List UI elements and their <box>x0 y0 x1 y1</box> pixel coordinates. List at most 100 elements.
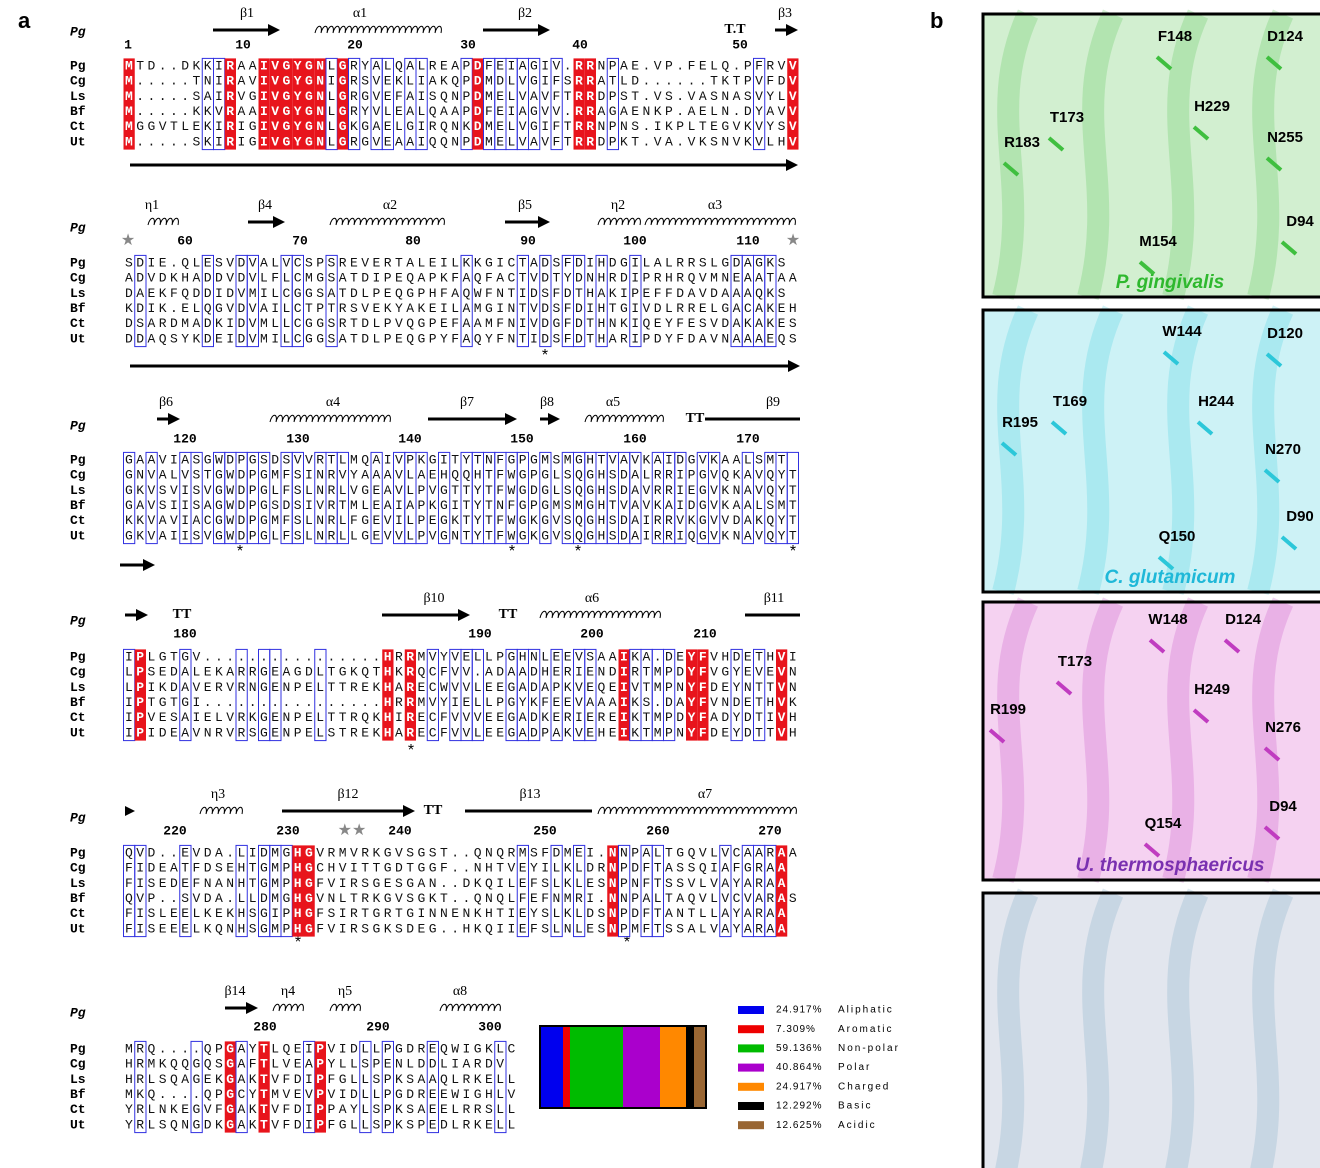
residue-label: T169 <box>1053 393 1087 410</box>
sequence: FIDEATFDSEHTGMPHGCHVITTGDTGGF..NHTVEYILK… <box>125 861 789 876</box>
residue-label: D124 <box>1267 28 1304 45</box>
legend-percent: 59.136% <box>776 1043 822 1054</box>
legend-name: Aliphatic <box>838 1005 894 1016</box>
arrow-head <box>538 24 550 36</box>
residue-label: R183 <box>1004 134 1040 151</box>
site-mark: ★★ <box>338 822 367 839</box>
arrow-head <box>786 24 798 36</box>
site-mark: * <box>509 543 515 560</box>
sequence: GAAVIASGWDPGSDSVVRTLMQAIVPKGITYTNFGPGMSM… <box>125 452 789 467</box>
ruler-number: 40 <box>572 37 588 52</box>
helix-coil <box>598 807 796 814</box>
species-name: C. glutamicum <box>1105 567 1236 588</box>
ruler-number: 80 <box>405 233 421 248</box>
sequence: GKVSVISVGWDPGLFSLNRLVGEAVLPVGTTYTFWGDGLS… <box>125 483 800 498</box>
structure-label: β12 <box>337 787 358 802</box>
species-code: Cg <box>70 74 86 89</box>
structure-label: η4 <box>281 984 295 999</box>
ruler-number: 120 <box>173 431 197 446</box>
species-code: Cg <box>70 1057 86 1072</box>
site-mark: ★ <box>786 232 800 249</box>
sequence: FISLEELKEKHSGIPHGFSIRTGRTGINNENKHTIEYSLK… <box>125 906 789 921</box>
species-code: Cg <box>70 665 86 680</box>
structure-label: α8 <box>453 984 467 999</box>
arrow-head <box>125 806 135 816</box>
ruler-number: 160 <box>623 431 647 446</box>
ruler-number: 210 <box>693 626 717 641</box>
structure-label: β5 <box>518 198 532 213</box>
species-code: Pg <box>70 845 86 860</box>
sequence: KDIK.ELQGVDVAILCTPTRSVEKYAKEILAMGINTVDSF… <box>125 301 800 316</box>
species-code: Pg <box>70 452 86 467</box>
legend-swatch <box>738 1121 764 1129</box>
species-name: U. thermosphaericus <box>1076 855 1265 876</box>
sequence: DSARDMADKIDVMLLCGGSRTDLPVQGPEFAAMFNIVDGF… <box>125 316 800 331</box>
ruler-number: 70 <box>292 233 308 248</box>
species-code: Ls <box>70 286 86 301</box>
species-code: Ct <box>70 513 86 528</box>
species-code: Ls <box>70 483 86 498</box>
ruler-number: 110 <box>736 233 760 248</box>
species-code: Ut <box>70 725 86 740</box>
residue-label: H244 <box>1198 393 1235 410</box>
structure-label: η3 <box>211 787 225 802</box>
composition-segment <box>540 1026 563 1108</box>
residue-label: F148 <box>1158 28 1192 45</box>
arrow-head <box>458 609 470 621</box>
structure-label: β7 <box>460 395 474 410</box>
arrow-head <box>788 360 800 372</box>
structure-label: α2 <box>383 198 397 213</box>
structure-label: TT <box>424 803 443 818</box>
structure-label: TT <box>499 607 518 622</box>
structure-label: β4 <box>258 198 272 213</box>
structure-label: β1 <box>240 6 254 21</box>
helix-coil <box>585 415 663 422</box>
structure-label: α5 <box>606 395 620 410</box>
ruler-number: 260 <box>646 823 670 838</box>
species-code: Ls <box>70 1072 86 1087</box>
species-code: Bf <box>70 301 86 316</box>
legend-percent: 12.292% <box>776 1101 822 1112</box>
residue-label: H249 <box>1194 681 1230 698</box>
residue-label: D94 <box>1269 798 1297 815</box>
residue-label: D90 <box>1286 508 1314 525</box>
block-header: Pg <box>70 418 86 433</box>
ruler-number: 240 <box>388 823 412 838</box>
arrow-head <box>143 559 155 571</box>
structure-label: TT <box>686 411 705 426</box>
arrow-head <box>246 1002 258 1014</box>
helix-coil <box>200 807 242 814</box>
block-header: Pg <box>70 220 86 235</box>
legend-percent: 24.917% <box>776 1081 822 1092</box>
helix-coil <box>330 1004 360 1011</box>
helix-coil <box>273 1004 303 1011</box>
helix-coil <box>270 415 390 422</box>
composition-segment <box>570 1026 623 1108</box>
legend-swatch <box>738 1006 764 1014</box>
site-mark: * <box>790 543 796 560</box>
residue-label: D94 <box>1286 213 1314 230</box>
species-code: Bf <box>70 498 86 513</box>
species-code: Ls <box>70 680 86 695</box>
arrow-head <box>505 413 517 425</box>
species-code: Bf <box>70 695 86 710</box>
structure-label: η5 <box>338 984 352 999</box>
helix-coil <box>645 218 795 225</box>
site-mark: ★ <box>121 232 135 249</box>
helix-coil <box>148 218 178 225</box>
site-mark: * <box>408 742 414 759</box>
block-header: Pg <box>70 810 86 825</box>
block-header: Pg <box>70 1005 86 1020</box>
residue-label: Q154 <box>1145 815 1182 832</box>
structure-label: β10 <box>423 591 444 606</box>
arrow-head <box>538 216 550 228</box>
species-code: Bf <box>70 104 86 119</box>
sequence: ADVDKHADDVDVLFLCMGSATDIPEQAPKFAQFACTVDTY… <box>125 271 800 286</box>
ruler-number: 190 <box>468 626 492 641</box>
structure-label: β2 <box>518 6 532 21</box>
arrow-head <box>273 216 285 228</box>
structure-label: α7 <box>698 787 712 802</box>
ruler-number: 1 <box>124 37 132 52</box>
ruler-number: 270 <box>758 823 782 838</box>
ruler-number: 140 <box>398 431 422 446</box>
